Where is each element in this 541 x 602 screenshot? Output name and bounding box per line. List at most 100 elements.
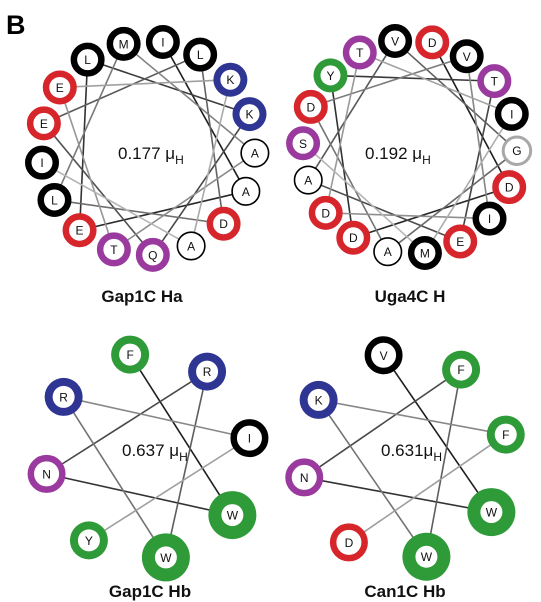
helix-connector bbox=[165, 371, 208, 558]
residue-t: T bbox=[96, 232, 131, 267]
residue-q: Q bbox=[135, 237, 170, 272]
residue-core bbox=[479, 208, 500, 229]
residue-core bbox=[190, 44, 211, 65]
helix-connector bbox=[59, 78, 231, 89]
residue-f: F bbox=[442, 350, 481, 389]
residue-core bbox=[501, 103, 522, 124]
residue-t: T bbox=[342, 35, 377, 70]
wheel-uga4c-h: 0.192 μH D V T I G D I E M A D D A S D Y T V Uga4C H bbox=[286, 24, 533, 306]
helix-connector bbox=[431, 41, 510, 188]
residue-core bbox=[154, 546, 177, 569]
residue-core bbox=[119, 343, 142, 366]
helix-connector bbox=[46, 473, 233, 516]
residue-v: V bbox=[364, 336, 403, 375]
residue-letter: L bbox=[51, 193, 58, 207]
helix-connector bbox=[353, 186, 510, 239]
helix-connector bbox=[63, 396, 250, 439]
residue-s: S bbox=[286, 126, 321, 161]
residue-y: Y bbox=[313, 58, 348, 93]
residue-y: Y bbox=[69, 521, 108, 560]
residue-d: D bbox=[492, 170, 527, 205]
residue-letter: W bbox=[486, 506, 498, 520]
residue-letter: K bbox=[315, 393, 323, 407]
residue-letter: Y bbox=[85, 534, 93, 548]
moment-label: 0.631μH bbox=[381, 441, 442, 464]
residue-l: L bbox=[70, 42, 105, 77]
residue-a: A bbox=[293, 165, 323, 195]
residue-letter: N bbox=[42, 467, 51, 481]
moment-label: 0.177 μH bbox=[118, 144, 184, 167]
residue-f: F bbox=[486, 415, 525, 454]
residue-letter: D bbox=[345, 536, 354, 550]
helix-connector bbox=[59, 87, 115, 250]
residue-w: W bbox=[141, 533, 190, 582]
residue-letter: F bbox=[457, 363, 464, 377]
helix-connector bbox=[87, 58, 250, 115]
helix-connector bbox=[43, 53, 201, 125]
residue-core bbox=[298, 170, 319, 191]
residue-i: I bbox=[230, 419, 269, 458]
residue-core bbox=[415, 545, 438, 568]
residue-k: K bbox=[213, 62, 248, 97]
residue-a: A bbox=[373, 237, 403, 267]
helix-connector bbox=[348, 433, 507, 544]
residue-core bbox=[213, 213, 234, 234]
residue-letter: K bbox=[226, 73, 234, 87]
residue-core bbox=[343, 227, 364, 248]
helix-connector bbox=[129, 354, 234, 516]
residue-core bbox=[221, 504, 244, 527]
helix-connector bbox=[302, 142, 426, 254]
wheel-gap1c-hb: 0.637 μH F R I W W Y N R Gap1C Hb bbox=[27, 335, 269, 601]
residue-core bbox=[450, 231, 471, 252]
residue-core bbox=[33, 113, 54, 134]
residue-letter: D bbox=[321, 206, 330, 220]
residue-letter: K bbox=[245, 108, 253, 122]
helix-connector bbox=[382, 354, 493, 513]
residue-d: D bbox=[308, 195, 343, 230]
residue-letter: T bbox=[110, 243, 118, 257]
residue-core bbox=[307, 388, 330, 411]
residue-core bbox=[244, 143, 265, 164]
residue-letter: E bbox=[76, 224, 84, 238]
residue-a: A bbox=[231, 176, 261, 206]
residue-core bbox=[494, 423, 517, 446]
helix-connector bbox=[307, 40, 396, 181]
residue-core bbox=[320, 65, 341, 86]
residue-a: A bbox=[240, 138, 270, 168]
residue-letter: N bbox=[300, 471, 309, 485]
residue-core bbox=[480, 501, 503, 524]
residue-core bbox=[220, 69, 241, 90]
residue-n: N bbox=[285, 458, 324, 497]
residue-core bbox=[377, 241, 398, 262]
helix-connector bbox=[123, 43, 256, 154]
residue-core bbox=[422, 32, 443, 53]
residue-m: M bbox=[407, 235, 442, 270]
residue-core bbox=[142, 244, 163, 265]
residue-core bbox=[77, 529, 100, 552]
helix-connector bbox=[190, 79, 232, 247]
moment-label: 0.192 μH bbox=[365, 144, 431, 167]
residue-core bbox=[372, 344, 395, 367]
residue-e: E bbox=[26, 106, 61, 141]
residue-m: M bbox=[106, 26, 141, 61]
residue-letter: E bbox=[456, 235, 464, 249]
helix-connector bbox=[325, 212, 490, 220]
wheel-caption: Uga4C H bbox=[375, 287, 446, 306]
residue-core bbox=[239, 104, 260, 125]
helix-connector bbox=[303, 368, 462, 479]
helix-connector bbox=[330, 74, 495, 82]
helix-connector bbox=[318, 399, 506, 436]
wheel-caption: Gap1C Ha bbox=[101, 287, 183, 306]
residue-i: I bbox=[25, 145, 60, 180]
wheel-can1c-hb: 0.631μH V F F W W D N K Can1C Hb bbox=[285, 336, 525, 601]
residue-core bbox=[315, 202, 336, 223]
helix-connector bbox=[62, 396, 167, 558]
residue-core bbox=[69, 220, 90, 241]
helix-connector bbox=[46, 370, 208, 475]
wheel-gap1c-ha: 0.177 μH I L K K A A D A Q T E L I E E L M Gap1C Ha bbox=[25, 25, 270, 306]
moment-label: 0.637 μH bbox=[122, 441, 188, 464]
residue-w: W bbox=[402, 532, 451, 581]
residue-letter: A bbox=[251, 147, 259, 161]
residue-core bbox=[196, 360, 219, 383]
residue-letter: D bbox=[428, 36, 437, 50]
